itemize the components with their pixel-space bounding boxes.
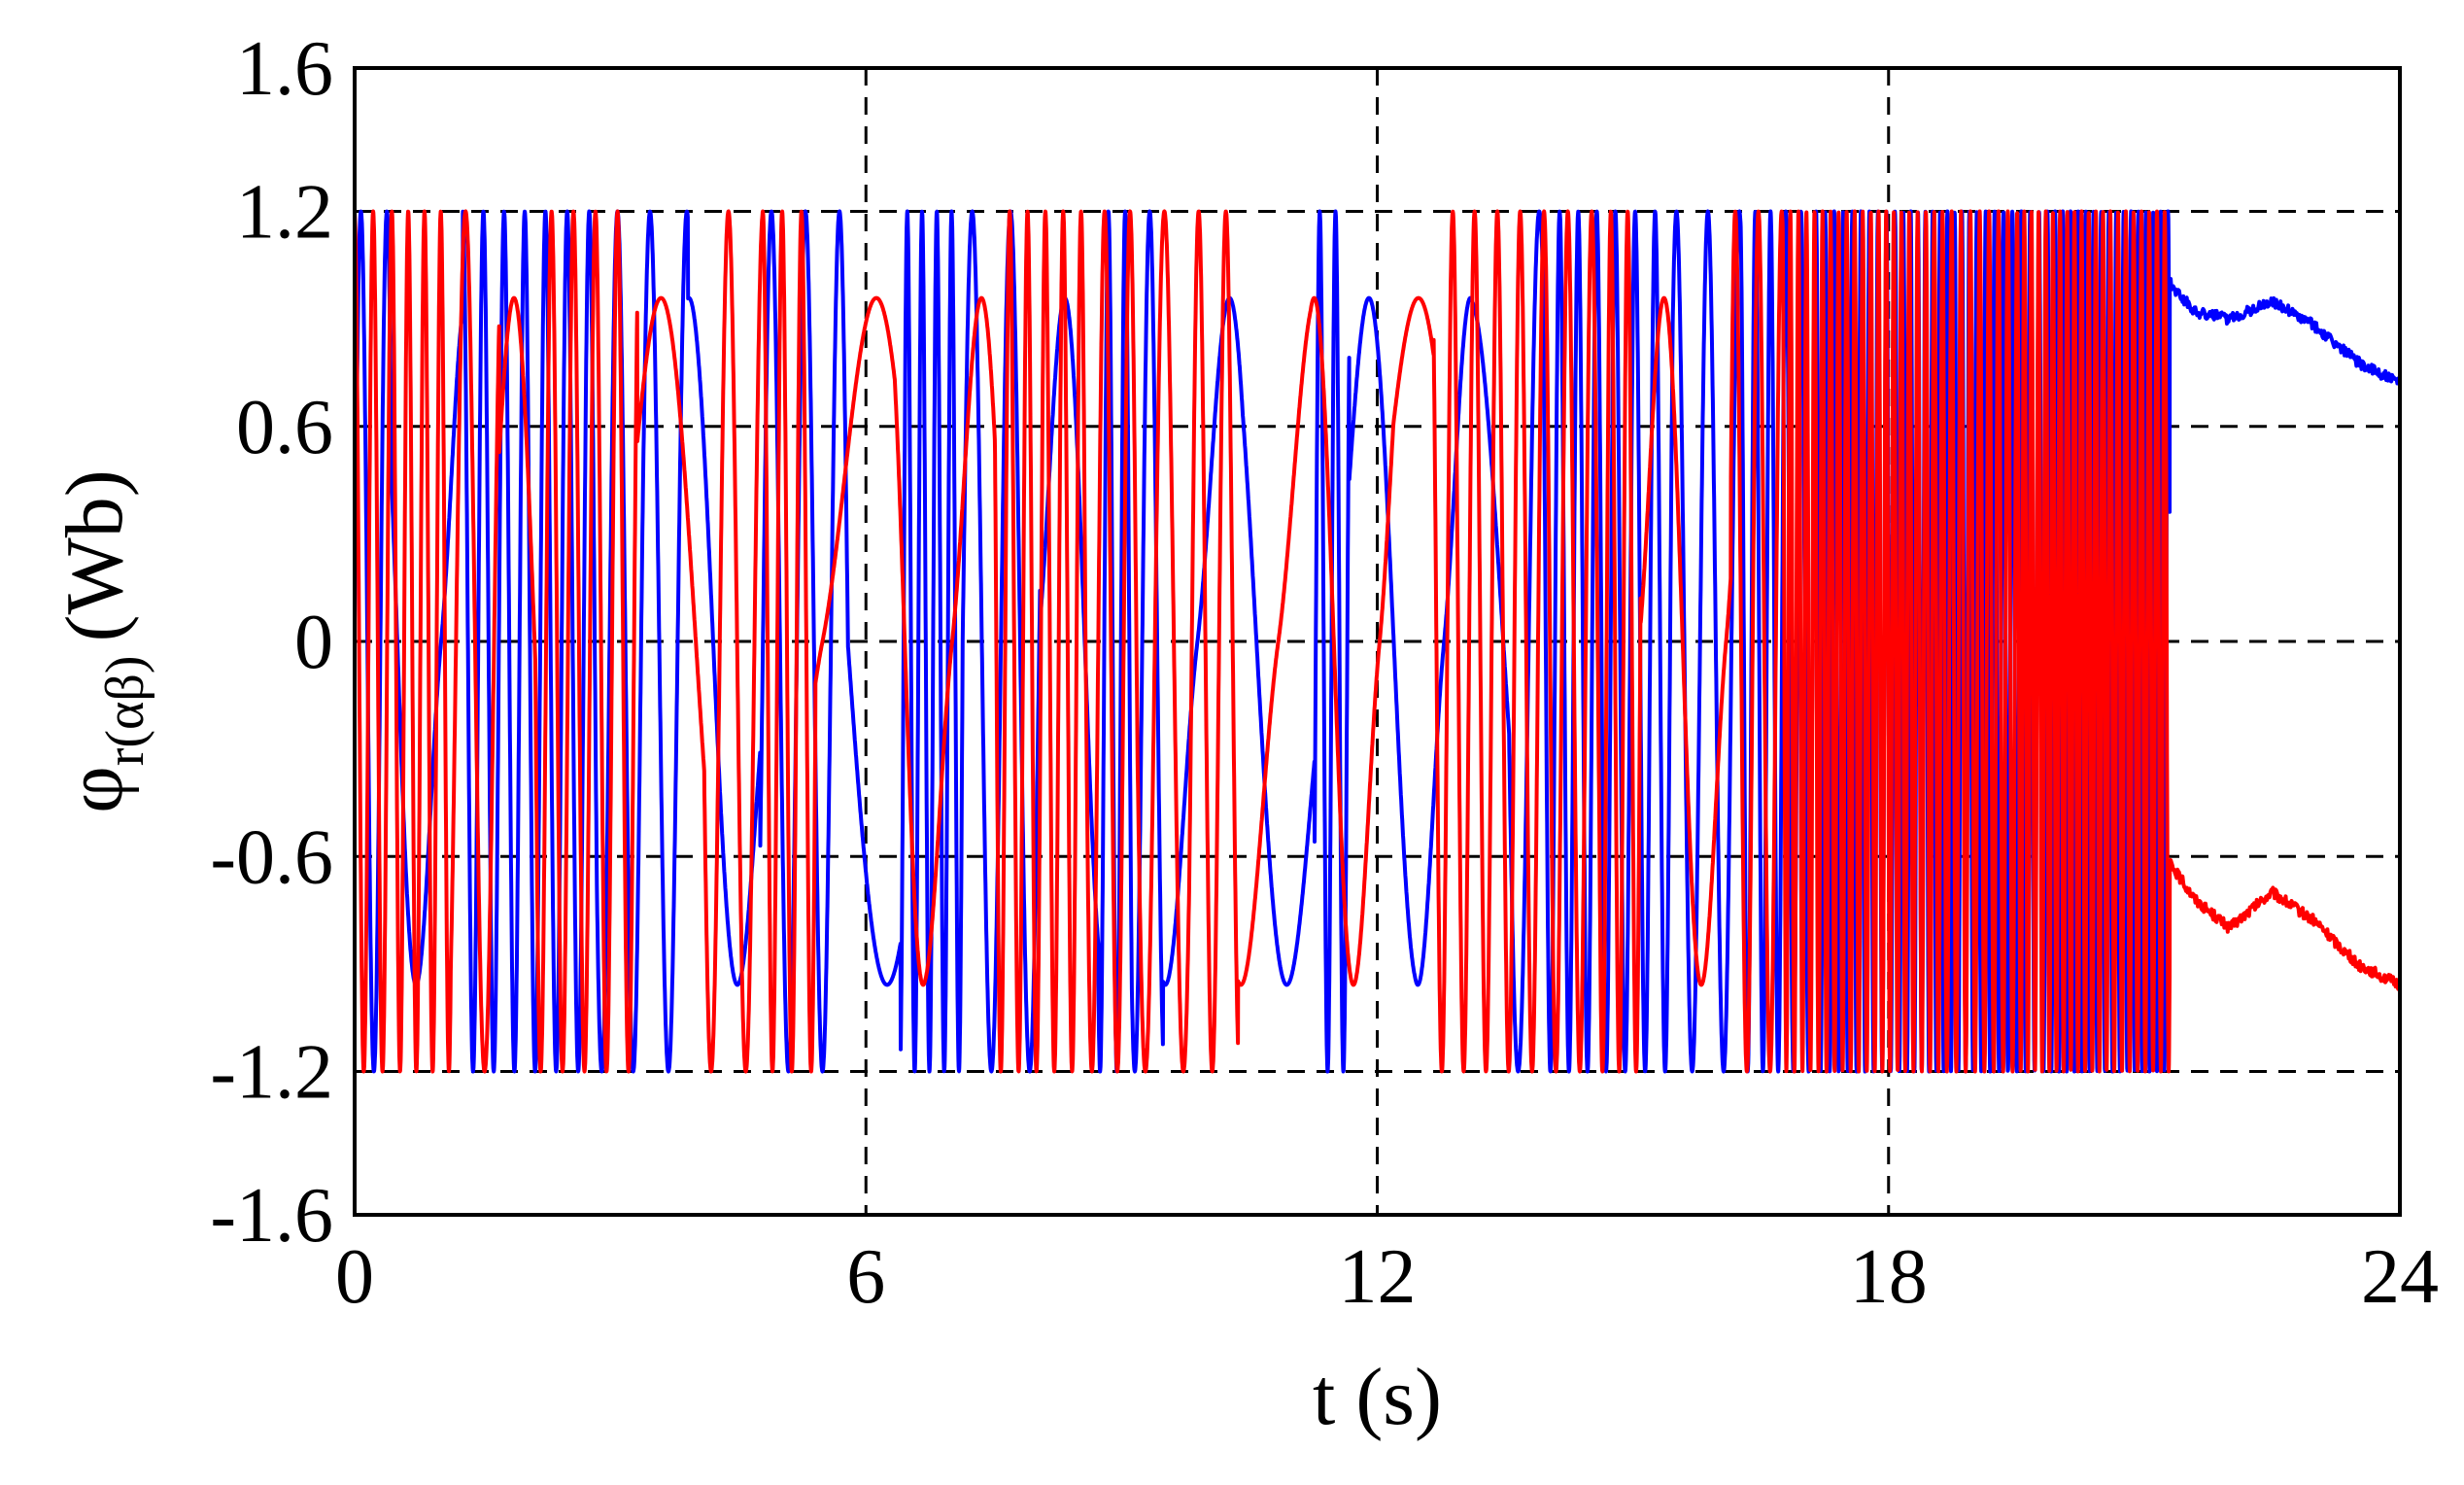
y-tick-label: -0.6: [210, 814, 333, 900]
y-axis-symbol: φ: [50, 766, 140, 812]
y-tick-label: 0.6: [236, 385, 333, 470]
y-tick-label: -1.2: [210, 1030, 333, 1116]
y-axis-title: φr(αβ) (Wb): [50, 469, 155, 813]
x-tick-label: 0: [335, 1234, 374, 1320]
x-tick-label: 6: [846, 1234, 885, 1320]
y-tick-label: 1.6: [236, 26, 333, 112]
plot-frame: [353, 66, 2402, 1217]
y-axis-subscript: r(αβ): [95, 655, 155, 766]
series-line-2: [353, 209, 2402, 1074]
y-tick-label: 0: [294, 600, 333, 685]
y-axis-unit: (Wb): [50, 469, 140, 641]
y-tick-label: -1.6: [210, 1173, 333, 1259]
y-tick-label: 1.2: [236, 170, 333, 256]
tick-labels: 0 6 12 18 24 1.6 1.2 0.6 0 -0.6 -1.2 -1.6: [210, 26, 2439, 1320]
x-tick-label: 24: [2361, 1234, 2439, 1320]
x-tick-label: 12: [1339, 1234, 1417, 1320]
x-axis-title: t (s): [1313, 1352, 1442, 1442]
series-layer: [353, 209, 2402, 1074]
x-tick-label: 18: [1850, 1234, 1928, 1320]
